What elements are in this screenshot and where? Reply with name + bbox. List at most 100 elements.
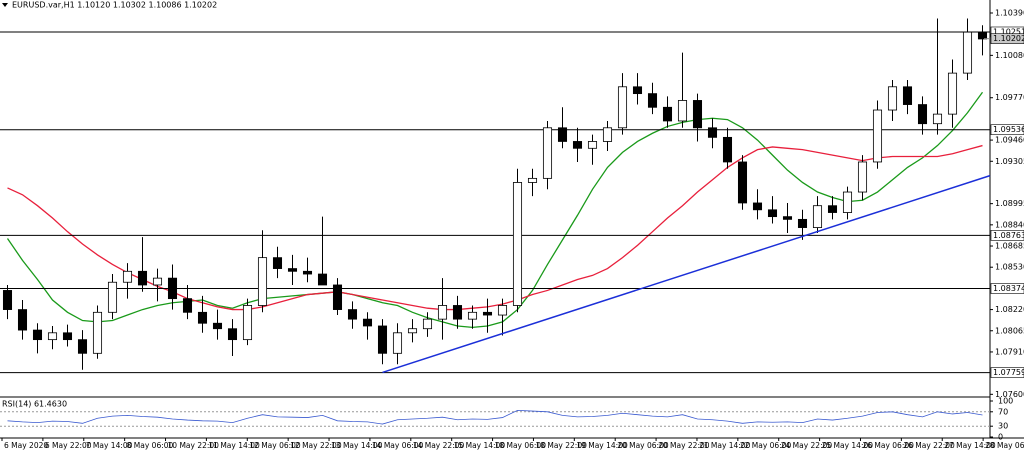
candle-body [482,311,493,316]
candle-body [917,104,928,125]
candle-body [392,332,403,354]
candle-body [737,161,748,204]
candle-body [287,268,298,272]
candle-body [782,216,793,220]
x-tick-label: 10 May 22:00 [168,441,220,450]
candle-body [647,93,658,108]
x-tick-label: 21 May 14:00 [699,441,751,450]
candle-body [167,277,178,300]
candle-body [332,284,343,310]
x-tick-label: 24 May 22:00 [781,441,833,450]
candle-body [62,332,73,341]
y-tick-label: 1.10390 [995,8,1024,17]
candle-body [107,281,118,313]
candle-body [812,205,823,228]
candle-body [962,31,973,74]
x-tick-label: 22 May 06:00 [740,441,792,450]
x-tick-label: 14 May 06:00 [372,441,424,450]
candle-body [827,205,838,213]
rsi-tick-label: 0 [998,433,1003,442]
trendline [382,174,991,374]
x-tick-label: 15 May 14:00 [454,441,506,450]
x-tick-label: 26 May 06:00 [862,441,914,450]
candle-body [197,311,208,324]
y-tick-label: 1.07600 [995,390,1024,399]
rsi-line [7,409,983,425]
x-tick-label: 7 May 14:00 [86,441,133,450]
candle-body [887,86,898,111]
x-tick-label: 25 May 14:00 [822,441,874,450]
candle-body [242,305,253,341]
candle-body [407,328,418,334]
level-label-box [990,124,1024,136]
candle-body [17,309,28,331]
candle-body [752,202,763,211]
level-label: 1.09536 [993,125,1024,134]
x-tick-label: 19 May 14:00 [576,441,628,450]
candle-body [122,270,133,283]
rsi-tick-label: 30 [998,422,1008,431]
candle-body [797,218,808,228]
x-tick-label: 18 May 22:00 [535,441,587,450]
x-tick-label: 12 May 06:00 [249,441,301,450]
candle-body [902,86,913,105]
candle-body [227,328,238,341]
candle-body [452,305,463,320]
candle-body [527,177,538,183]
candle-body [302,270,313,275]
rsi-title: RSI(14) 61.4630 [2,400,67,409]
candle-body [632,86,643,95]
candle-body [212,322,223,330]
candle-body [2,290,13,310]
x-tick-label: 20 May 06:00 [617,441,669,450]
candle-body [137,270,148,286]
chart-title: EURUSD.var,H1 1.10120 1.10302 1.10086 1.… [12,1,217,10]
x-tick-label: 11 May 14:00 [208,441,260,450]
candle-body [92,311,103,354]
level-label-box [990,283,1024,294]
level-label: 1.07759 [993,368,1024,377]
x-tick-label: 20 May 22:00 [658,441,710,450]
level-label-box [990,367,1024,378]
candle-body [572,141,583,149]
candle-body [182,298,193,313]
x-tick-label: 8 May 06:00 [127,441,174,450]
candle-body [947,72,958,115]
y-tick-label: 1.10080 [995,51,1024,60]
candle-body [497,305,508,316]
candle-body [422,318,433,330]
candle-body [587,141,598,149]
candle-body [32,329,43,341]
candle-body [437,305,448,320]
candle-body [542,127,553,179]
candle-body [272,257,283,269]
x-tick-label: 13 May 14:00 [331,441,383,450]
y-tick-label: 1.08530 [995,263,1024,272]
candle-body [317,273,328,286]
candle-body [677,100,688,122]
y-tick-label: 1.09770 [995,93,1024,102]
rsi-tick-label: 100 [998,397,1013,406]
candle-body [512,182,523,306]
level-label: 1.08374 [993,284,1024,293]
candle-body [602,127,613,142]
level-label: 1.10202 [993,34,1024,43]
candle-body [767,209,778,218]
candle-body [377,325,388,354]
x-tick-label: 26 May 22:00 [903,441,955,450]
x-tick-label: 6 May 2020 [4,441,48,450]
candle-body [257,257,268,306]
y-tick-label: 1.09460 [995,136,1024,145]
candle-body [692,100,703,129]
level-label: 1.08763 [993,231,1024,240]
y-tick-label: 1.08065 [995,326,1024,335]
candle-body [152,277,163,286]
x-tick-label: 12 May 22:00 [290,441,342,450]
x-tick-label: 14 May 22:00 [413,441,465,450]
y-tick-label: 1.08685 [995,242,1024,251]
level-label-box [990,230,1024,241]
x-tick-label: 18 May 06:00 [495,441,547,450]
menu-arrow[interactable] [2,3,8,7]
candle-body [872,109,883,163]
